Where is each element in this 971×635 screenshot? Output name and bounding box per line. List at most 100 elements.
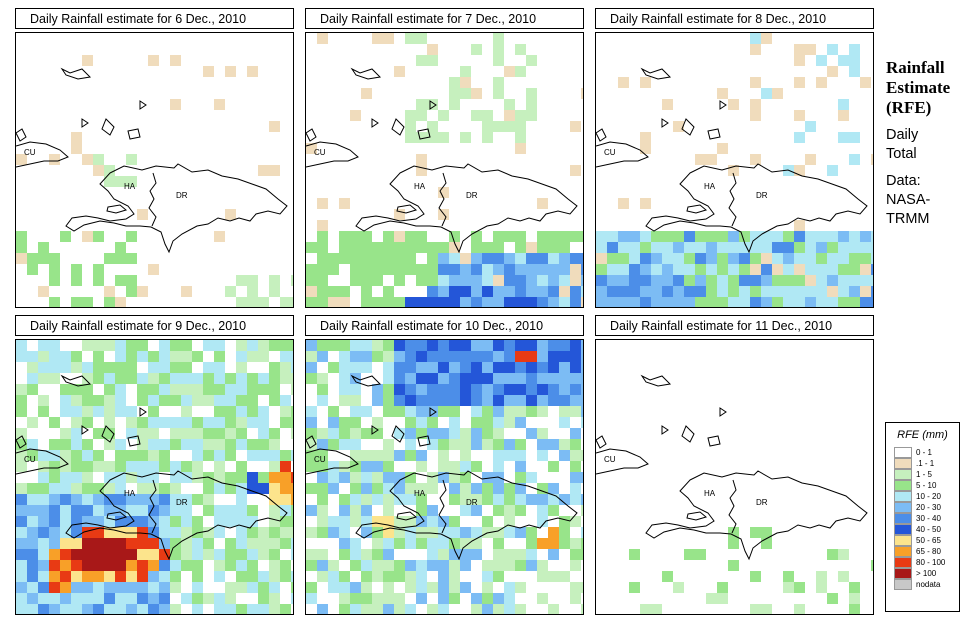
rain-cell: [438, 406, 449, 417]
rain-cell: [137, 439, 148, 450]
rain-cell: [493, 264, 504, 275]
rain-cell: [317, 516, 328, 527]
rain-cell: [695, 549, 706, 560]
rain-cell: [38, 604, 49, 614]
rain-cell: [515, 264, 526, 275]
rain-cell: [306, 505, 317, 516]
rain-cell: [805, 264, 816, 275]
label-cuba: CU: [24, 455, 36, 464]
rain-cell: [137, 604, 148, 614]
rain-cell: [306, 560, 317, 571]
rain-cell: [82, 472, 93, 483]
rain-cell: [306, 417, 317, 428]
rain-cell: [438, 461, 449, 472]
rain-cell: [170, 428, 181, 439]
rain-cell: [482, 121, 493, 132]
rain-cell: [82, 571, 93, 582]
rain-cell: [339, 582, 350, 593]
rain-cell: [493, 483, 504, 494]
rain-cell: [60, 505, 71, 516]
rain-cell: [291, 297, 293, 307]
legend-item: 50 - 65: [894, 535, 959, 546]
rain-cell: [82, 439, 93, 450]
bahamas-island: [350, 374, 382, 387]
rain-cell: [537, 198, 548, 209]
rain-cell: [717, 264, 728, 275]
rain-cell: [493, 439, 504, 450]
rain-cell: [581, 582, 583, 593]
rain-cell: [71, 351, 82, 362]
legend-swatch: [894, 546, 912, 557]
rain-cell: [394, 66, 405, 77]
rain-cell: [460, 66, 471, 77]
rain-cell: [805, 44, 816, 55]
rain-cell: [159, 395, 170, 406]
rain-cell: [339, 439, 350, 450]
rain-cell: [181, 351, 192, 362]
rain-cell: [640, 604, 651, 614]
rain-cell: [581, 88, 583, 99]
rain-cell: [482, 428, 493, 439]
rain-cell: [728, 538, 739, 549]
rain-cell: [16, 253, 27, 264]
rain-cell: [416, 55, 427, 66]
rain-cell: [361, 461, 372, 472]
rain-cell: [104, 297, 115, 307]
rain-cell: [71, 593, 82, 604]
rain-cell: [137, 527, 148, 538]
rain-cell: [104, 505, 115, 516]
rain-cell: [629, 253, 640, 264]
rain-cell: [247, 439, 258, 450]
rain-cell: [372, 428, 383, 439]
rain-cell: [471, 461, 482, 472]
rain-cell: [291, 373, 293, 384]
rain-cell: [71, 560, 82, 571]
rain-cell: [350, 351, 361, 362]
rain-cell: [306, 351, 317, 362]
rain-cell: [317, 549, 328, 560]
rain-cell: [405, 439, 416, 450]
rain-cell: [471, 110, 482, 121]
rain-cell: [82, 483, 93, 494]
rain-cell: [93, 527, 104, 538]
rain-cell: [416, 406, 427, 417]
rain-cell: [537, 362, 548, 373]
rain-cell: [860, 253, 871, 264]
rain-cell: [148, 362, 159, 373]
rain-cell: [471, 362, 482, 373]
rain-cell: [361, 516, 372, 527]
rain-cell: [115, 176, 126, 187]
rain-cell: [438, 242, 449, 253]
rain-cell: [526, 99, 537, 110]
rain-cell: [225, 472, 236, 483]
rain-cell: [49, 483, 60, 494]
rain-cell: [71, 143, 82, 154]
rain-cell: [269, 582, 280, 593]
rain-cell: [225, 483, 236, 494]
bahamas-island: [127, 435, 141, 447]
rain-cell: [192, 571, 203, 582]
rain-cell: [706, 242, 717, 253]
rain-cell: [526, 549, 537, 560]
rain-cell: [537, 340, 548, 351]
rain-cell: [214, 593, 225, 604]
rain-cell: [214, 450, 225, 461]
rain-cell: [38, 242, 49, 253]
rain-cell: [537, 406, 548, 417]
legend-swatch: [894, 557, 912, 568]
rain-cell: [493, 406, 504, 417]
rain-cell: [159, 582, 170, 593]
rainfall-map: CU HA DR: [15, 32, 294, 308]
rain-cell: [82, 516, 93, 527]
rain-cell: [684, 286, 695, 297]
rain-cell: [570, 428, 581, 439]
rain-cell: [629, 582, 640, 593]
rain-cell: [739, 264, 750, 275]
rain-cell: [350, 242, 361, 253]
rain-cell: [27, 253, 38, 264]
rain-cell: [49, 362, 60, 373]
rain-cell: [750, 231, 761, 242]
rain-cell: [618, 253, 629, 264]
rain-cell: [148, 55, 159, 66]
rain-cell: [482, 604, 493, 614]
